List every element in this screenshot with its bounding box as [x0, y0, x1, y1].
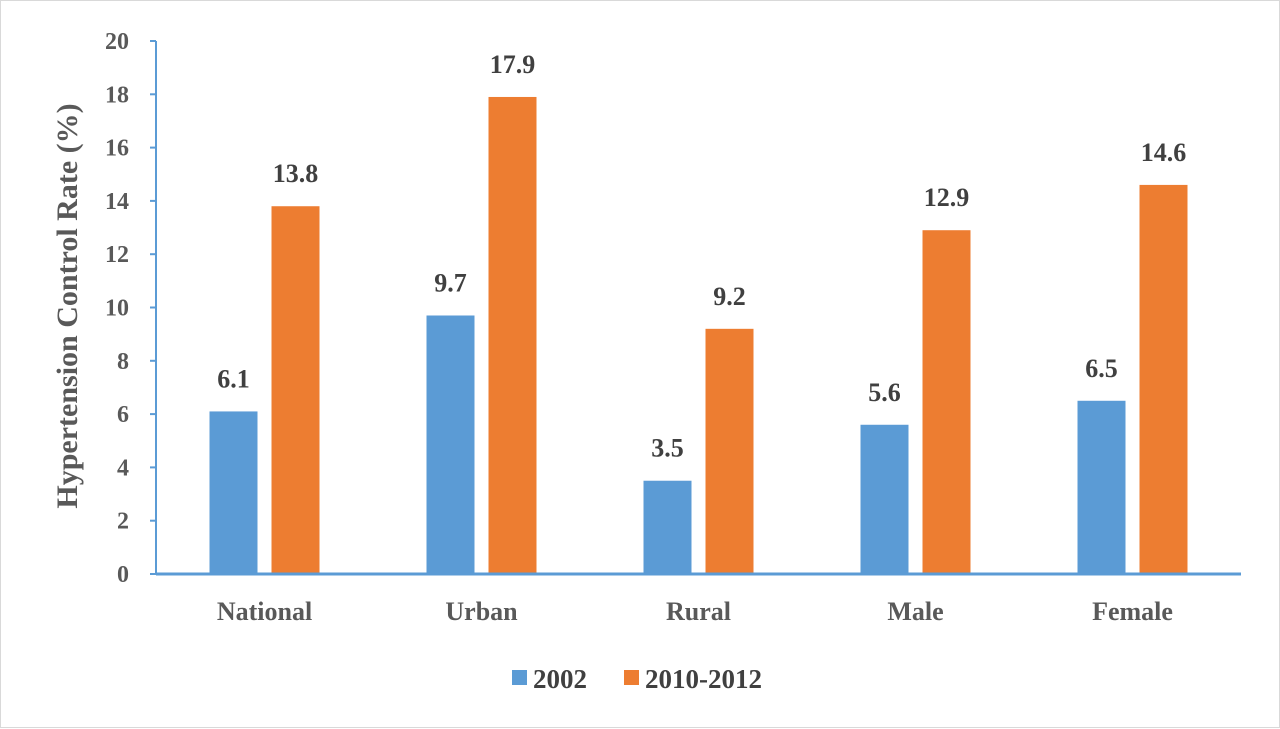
- y-tick-label: 16: [105, 136, 129, 162]
- y-tick-label: 2: [117, 509, 129, 535]
- data-label: 6.1: [217, 364, 250, 393]
- y-tick-label: 4: [117, 455, 129, 481]
- y-tick-label: 20: [105, 29, 129, 55]
- data-label: 6.5: [1085, 354, 1118, 383]
- category-label: Urban: [445, 597, 518, 626]
- bar-2002-national: [209, 411, 258, 574]
- legend-label: 2002: [533, 664, 587, 694]
- y-axis-title: Hypertension Control Rate (%): [51, 103, 84, 508]
- category-labels: National Urban Rural Male Female: [217, 597, 1173, 626]
- data-label: 5.6: [868, 378, 901, 407]
- data-label: 9.2: [713, 282, 746, 311]
- data-labels: 6.1 13.8 9.7 17.9 3.5 9.2 5.6 12.9 6.5 14.6: [217, 50, 1186, 463]
- bar-2002-rural: [643, 480, 692, 574]
- bar-2010-2012-female: [1139, 184, 1188, 574]
- bar-2002-male: [860, 424, 909, 574]
- legend-swatch: [512, 670, 527, 685]
- legend-label: 2010-2012: [645, 664, 762, 694]
- bars: [209, 96, 1188, 575]
- bar-2010-2012-urban: [488, 96, 537, 574]
- category-label: Male: [887, 597, 943, 626]
- y-tick-label: 0: [117, 562, 129, 588]
- bar-2010-2012-rural: [705, 328, 754, 574]
- y-tick-label: 12: [105, 242, 129, 268]
- y-tick-label: 8: [117, 349, 129, 375]
- y-axis-ticks: 0 2 4 6 8 10 12 14 16 18 20: [105, 29, 156, 588]
- bar-2010-2012-male: [922, 230, 971, 574]
- data-label: 17.9: [490, 50, 536, 79]
- y-tick-label: 14: [105, 189, 129, 215]
- data-label: 3.5: [651, 434, 684, 463]
- category-label: National: [217, 597, 312, 626]
- data-label: 14.6: [1141, 138, 1187, 167]
- data-label: 13.8: [273, 159, 319, 188]
- bar-2002-female: [1077, 400, 1126, 574]
- category-label: Female: [1092, 597, 1173, 626]
- legend: 2002 2010-2012: [512, 664, 762, 694]
- y-tick-label: 18: [105, 82, 129, 108]
- data-label: 9.7: [434, 268, 467, 297]
- bar-2010-2012-national: [271, 206, 320, 575]
- bar-2002-urban: [426, 315, 475, 574]
- axes: [155, 41, 1241, 576]
- y-tick-label: 6: [117, 402, 129, 428]
- legend-swatch: [624, 670, 639, 685]
- data-label: 12.9: [924, 183, 970, 212]
- category-label: Rural: [666, 597, 731, 626]
- y-tick-label: 10: [105, 296, 129, 322]
